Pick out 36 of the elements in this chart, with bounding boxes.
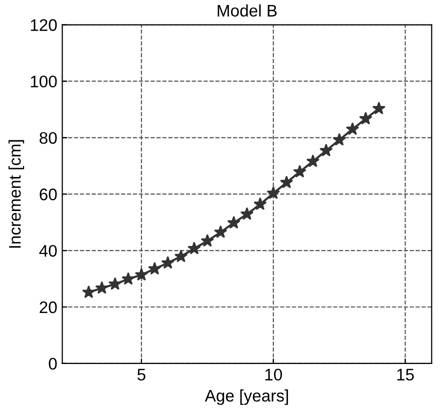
point bbox=[188, 242, 201, 254]
point bbox=[280, 176, 294, 188]
point bbox=[82, 285, 96, 298]
point bbox=[372, 102, 386, 114]
point bbox=[359, 112, 372, 125]
point bbox=[319, 144, 333, 156]
x-axis-title: Age [years] bbox=[204, 389, 288, 405]
point bbox=[332, 132, 346, 146]
point bbox=[108, 277, 122, 290]
y-tick-label: 0 bbox=[48, 358, 57, 370]
point bbox=[346, 122, 360, 135]
point bbox=[95, 281, 109, 294]
y-tick-label: 100 bbox=[30, 76, 57, 88]
point bbox=[200, 234, 214, 247]
y-tick-label: 120 bbox=[30, 19, 57, 31]
chart-title: Model B bbox=[218, 4, 277, 17]
point bbox=[266, 186, 280, 200]
point bbox=[214, 225, 228, 238]
y-axis-title: Increment [cm] bbox=[8, 140, 24, 248]
y-tick-label: 20 bbox=[40, 301, 57, 314]
y-tick-label: 80 bbox=[40, 132, 57, 144]
point bbox=[293, 164, 306, 178]
point bbox=[122, 272, 135, 285]
point bbox=[148, 262, 162, 275]
point bbox=[227, 216, 240, 229]
y-tick-label: 40 bbox=[39, 244, 57, 257]
point bbox=[134, 268, 148, 281]
point bbox=[306, 154, 320, 168]
point bbox=[254, 197, 267, 210]
x-tick-label: 5 bbox=[137, 368, 146, 381]
x-tick-label: 10 bbox=[265, 368, 282, 381]
point bbox=[161, 256, 174, 269]
point bbox=[240, 207, 254, 220]
point bbox=[174, 250, 188, 262]
x-tick-label: 15 bbox=[397, 368, 414, 381]
y-tick-label: 60 bbox=[40, 188, 57, 200]
